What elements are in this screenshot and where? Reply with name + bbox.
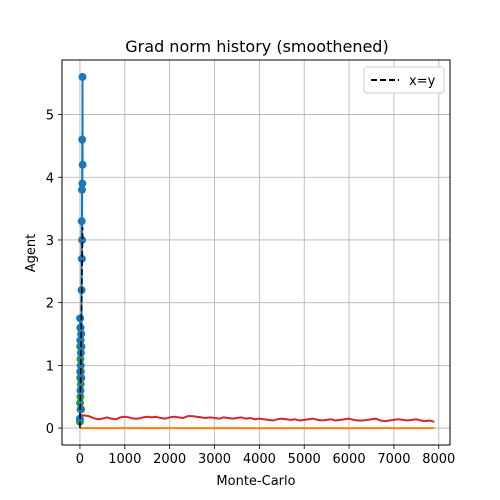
chart-title: Grad norm history (smoothened) <box>125 37 388 56</box>
x-tick-label: 6000 <box>333 452 366 467</box>
x-tick-label: 3000 <box>198 452 231 467</box>
x-tick-label: 4000 <box>243 452 276 467</box>
y-tick-label: 0 <box>46 422 54 437</box>
y-tick-label: 1 <box>46 359 54 374</box>
grid <box>62 60 450 445</box>
series-3-point <box>78 160 87 169</box>
series-3-point <box>78 179 87 188</box>
x-tick-label: 5000 <box>288 452 321 467</box>
x-tick-label: 2000 <box>153 452 186 467</box>
series-3-point <box>78 72 87 81</box>
series-3-point <box>77 405 86 414</box>
series-3-point <box>77 254 86 263</box>
y-axis: 0 1 2 3 4 5 <box>46 109 62 437</box>
x-tick-label: 1000 <box>108 452 141 467</box>
legend-label-x-equals-y: x=y <box>409 74 436 89</box>
plot-frame <box>61 59 451 446</box>
x-axis: 0 1000 2000 3000 4000 5000 6000 7000 8000 <box>76 445 455 467</box>
series-0-line <box>79 413 435 423</box>
series-4-line <box>79 227 84 429</box>
legend-box <box>363 66 445 94</box>
series-3-point <box>77 185 86 194</box>
series-3-point <box>76 361 85 370</box>
y-tick-label: 2 <box>46 297 54 312</box>
legend: x=y <box>363 66 445 94</box>
series-3-point <box>78 135 87 144</box>
x-tick-label: 7000 <box>377 452 410 467</box>
series-3-point <box>77 217 86 226</box>
x-tick-label: 8000 <box>422 452 455 467</box>
y-tick-label: 5 <box>46 109 54 124</box>
series-3-point <box>78 235 87 244</box>
series-3-point <box>76 314 85 323</box>
y-axis-title: Agent <box>24 234 39 272</box>
x-axis-title: Monte-Carlo <box>216 474 295 489</box>
x-tick-label: 0 <box>76 452 84 467</box>
series-3-point <box>76 336 85 345</box>
series-layer <box>75 72 435 430</box>
y-tick-label: 4 <box>46 171 54 186</box>
y-tick-label: 3 <box>46 234 54 249</box>
